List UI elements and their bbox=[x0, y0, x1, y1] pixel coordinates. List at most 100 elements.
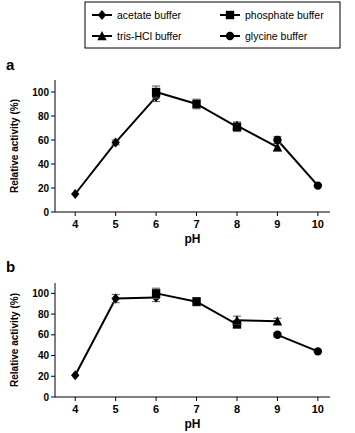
legend-label: glycine buffer bbox=[245, 30, 308, 42]
x-tick-label: 7 bbox=[193, 218, 199, 230]
marker bbox=[232, 121, 241, 130]
legend: acetate buffer phosphate buffer tris-HCl b… bbox=[85, 2, 340, 48]
panel: a02040608010045678910Relative activity (… bbox=[6, 56, 330, 246]
y-tick-label: 60 bbox=[38, 135, 50, 146]
figure: a02040608010045678910Relative activity (… bbox=[0, 0, 355, 433]
y-tick bbox=[51, 314, 55, 315]
y-tick-label: 100 bbox=[32, 87, 49, 98]
y-tick-label: 20 bbox=[38, 371, 50, 382]
x-tick bbox=[317, 212, 318, 216]
marker bbox=[273, 136, 281, 144]
series bbox=[273, 331, 322, 356]
legend-marker bbox=[97, 31, 106, 40]
error-bar bbox=[152, 288, 160, 298]
x-tick bbox=[236, 212, 237, 216]
plot-area bbox=[71, 86, 322, 199]
x-tick-label: 4 bbox=[72, 218, 79, 230]
error-bar bbox=[112, 294, 120, 302]
marker bbox=[232, 315, 241, 324]
marker bbox=[152, 289, 160, 297]
x-tick-label: 5 bbox=[113, 403, 119, 415]
y-tick bbox=[51, 92, 55, 93]
x-axis-title: pH bbox=[185, 417, 201, 431]
panel: b02040608010045678910Relative activity (… bbox=[6, 258, 330, 431]
marker bbox=[273, 316, 282, 325]
line bbox=[156, 293, 237, 324]
y-axis bbox=[55, 283, 56, 397]
x-axis bbox=[55, 212, 330, 213]
y-tick-label: 40 bbox=[38, 159, 50, 170]
error-bar bbox=[152, 86, 160, 98]
series bbox=[232, 315, 282, 325]
error-bar bbox=[233, 316, 241, 324]
x-tick bbox=[115, 397, 116, 401]
marker bbox=[314, 347, 322, 355]
x-tick bbox=[115, 212, 116, 216]
y-tick bbox=[51, 376, 55, 377]
series bbox=[71, 92, 160, 199]
x-tick-label: 8 bbox=[234, 403, 240, 415]
y-tick-label: 0 bbox=[43, 207, 49, 218]
x-tick-label: 6 bbox=[153, 403, 159, 415]
marker bbox=[192, 297, 200, 305]
series bbox=[71, 293, 160, 381]
series bbox=[152, 288, 241, 328]
x-tick-label: 10 bbox=[312, 218, 324, 230]
y-axis bbox=[55, 80, 56, 212]
marker bbox=[71, 370, 79, 380]
x-tick-label: 4 bbox=[72, 403, 79, 415]
marker bbox=[314, 181, 322, 189]
x-tick bbox=[75, 212, 76, 216]
marker bbox=[192, 100, 200, 108]
panel-label: a bbox=[6, 56, 15, 73]
x-tick-label: 8 bbox=[234, 218, 240, 230]
y-tick-label: 20 bbox=[38, 183, 50, 194]
marker bbox=[152, 88, 160, 96]
marker bbox=[111, 137, 119, 147]
legend-frame bbox=[85, 2, 340, 48]
x-tick bbox=[236, 397, 237, 401]
y-tick bbox=[51, 116, 55, 117]
y-tick-label: 100 bbox=[32, 288, 49, 299]
x-tick bbox=[75, 397, 76, 401]
x-tick-label: 7 bbox=[193, 403, 199, 415]
y-tick bbox=[51, 140, 55, 141]
y-tick bbox=[51, 355, 55, 356]
line bbox=[75, 298, 156, 376]
line bbox=[277, 335, 317, 352]
series bbox=[273, 136, 322, 190]
panel-label: b bbox=[6, 258, 15, 275]
x-axis-title: pH bbox=[185, 232, 201, 246]
legend-label: acetate buffer bbox=[117, 9, 182, 21]
legend-marker bbox=[226, 32, 234, 40]
line bbox=[277, 140, 317, 186]
marker bbox=[71, 189, 79, 199]
marker bbox=[273, 331, 281, 339]
marker bbox=[111, 294, 119, 304]
plot-area bbox=[71, 288, 322, 380]
legend-marker bbox=[226, 11, 234, 19]
x-tick bbox=[156, 397, 157, 401]
y-tick-label: 0 bbox=[43, 392, 49, 403]
y-axis-title: Relative activity (%) bbox=[9, 99, 20, 193]
y-axis-title: Relative activity (%) bbox=[9, 293, 20, 387]
series bbox=[152, 86, 241, 132]
y-tick bbox=[51, 164, 55, 165]
series bbox=[232, 121, 282, 152]
x-tick bbox=[156, 212, 157, 216]
line bbox=[237, 126, 277, 148]
legend-label: tris-HCl buffer bbox=[117, 30, 182, 42]
y-tick-label: 40 bbox=[38, 350, 50, 361]
line bbox=[156, 92, 237, 127]
legend-label: phosphate buffer bbox=[245, 9, 324, 21]
x-tick-label: 10 bbox=[312, 403, 324, 415]
y-tick bbox=[51, 212, 55, 213]
x-tick bbox=[196, 212, 197, 216]
y-tick bbox=[51, 293, 55, 294]
y-tick-label: 60 bbox=[38, 329, 50, 340]
x-axis bbox=[55, 397, 330, 398]
x-tick-label: 9 bbox=[274, 218, 280, 230]
x-tick-label: 9 bbox=[274, 403, 280, 415]
y-tick bbox=[51, 334, 55, 335]
line bbox=[237, 320, 277, 321]
